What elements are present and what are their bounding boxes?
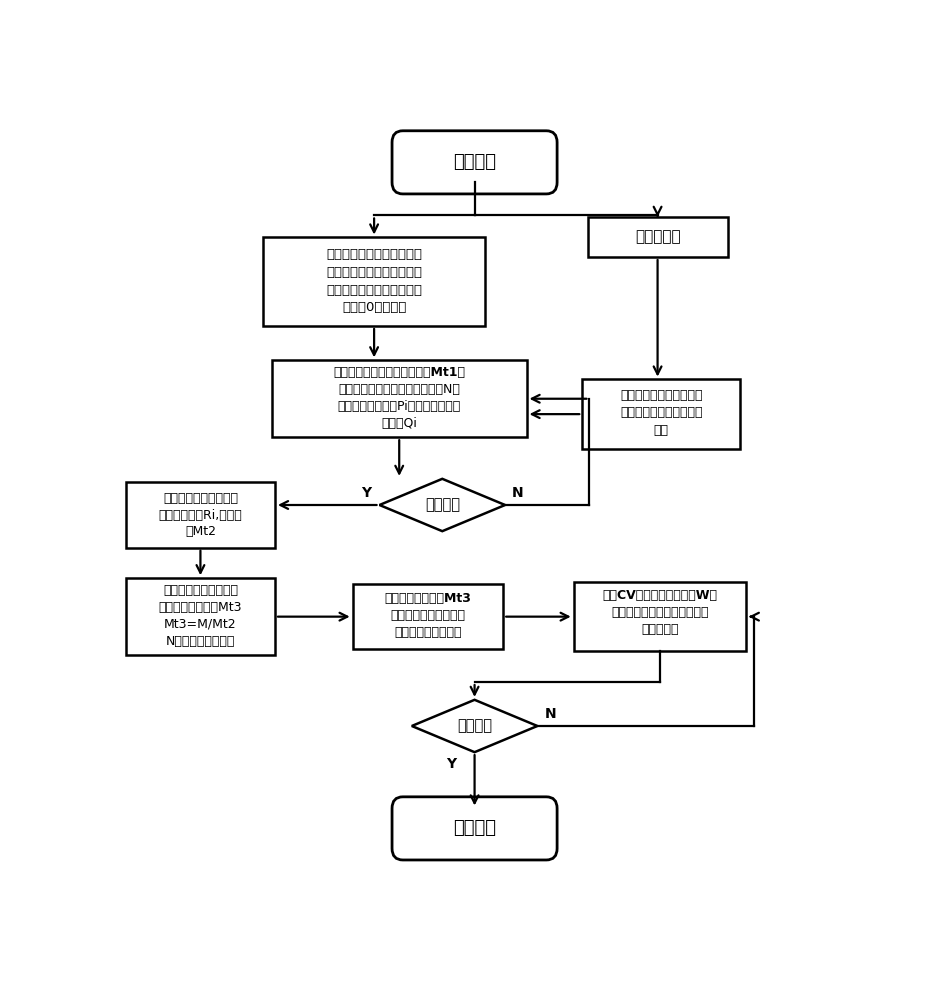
Text: 滤波：对权重矩阵Mt3: 滤波：对权重矩阵Mt3 [384, 592, 471, 605]
Text: 用分水岭算法分割图像，对: 用分水岭算法分割图像，对 [326, 266, 422, 279]
Text: 入水平集能量函数，自适应调: 入水平集能量函数，自适应调 [611, 606, 708, 619]
Text: 累加值Qi: 累加值Qi [382, 417, 417, 430]
Text: 局部均值：计算每个区: 局部均值：计算每个区 [163, 492, 238, 505]
Text: 分水岭变换与边界消除：利: 分水岭变换与边界消除：利 [326, 248, 422, 261]
Text: 初始轮廓与参数设置：定: 初始轮廓与参数设置：定 [619, 389, 703, 402]
Text: 分割结果: 分割结果 [453, 819, 496, 837]
Text: 参数: 参数 [654, 424, 669, 437]
FancyBboxPatch shape [392, 797, 557, 860]
Text: 图像信息统计：标记图像生成Mt1，: 图像信息统计：标记图像生成Mt1， [333, 366, 465, 379]
Text: 图像预处理: 图像预处理 [634, 230, 681, 245]
Text: 二维顺序滤波的影响: 二维顺序滤波的影响 [394, 626, 462, 639]
Polygon shape [412, 700, 537, 752]
Bar [126, 578, 275, 655]
Text: 迭代完成: 迭代完成 [457, 718, 492, 733]
Text: 进行滤波处理，以降低: 进行滤波处理，以降低 [391, 609, 466, 622]
Text: N: N [512, 486, 524, 500]
Text: 遍历完成: 遍历完成 [425, 497, 460, 512]
Text: 权重CV模型：将权重矩阵W带: 权重CV模型：将权重矩阵W带 [602, 589, 718, 602]
Bar [582, 379, 740, 449]
Bar [588, 217, 728, 257]
Text: 各区域的像素个数Pi以及各区域灰度: 各区域的像素个数Pi以及各区域灰度 [338, 400, 461, 413]
Text: N: N [544, 707, 557, 721]
Bar [263, 237, 485, 326]
Text: 原始图像: 原始图像 [453, 153, 496, 171]
Bar [272, 360, 527, 437]
Text: 息计算出权重矩阵Mt3: 息计算出权重矩阵Mt3 [158, 601, 243, 614]
Text: 分割后的图像进行滤波消除: 分割后的图像进行滤波消除 [326, 284, 422, 297]
Bar [126, 482, 275, 548]
Text: Mt3=M/Mt2: Mt3=M/Mt2 [164, 618, 237, 631]
Text: 以行为主遍历图像，统计区域数N，: 以行为主遍历图像，统计区域数N， [338, 383, 460, 396]
Text: Y: Y [446, 757, 457, 771]
Polygon shape [380, 479, 505, 531]
Text: 阵Mt2: 阵Mt2 [185, 525, 216, 538]
Text: 灰度为0的边界点: 灰度为0的边界点 [342, 301, 407, 314]
Text: Y: Y [361, 486, 371, 500]
Text: 义初始轮廓，给定水平集: 义初始轮廓，给定水平集 [619, 406, 703, 419]
Bar [573, 582, 745, 651]
Text: 域的灰度均值Ri,记为矩: 域的灰度均值Ri,记为矩 [158, 509, 243, 522]
Text: 整迭代步长: 整迭代步长 [641, 623, 679, 636]
Text: N取图像的总像素数: N取图像的总像素数 [166, 635, 235, 648]
Text: 权重矩阵：利用统计信: 权重矩阵：利用统计信 [163, 584, 238, 597]
Bar [353, 584, 504, 649]
FancyBboxPatch shape [392, 131, 557, 194]
